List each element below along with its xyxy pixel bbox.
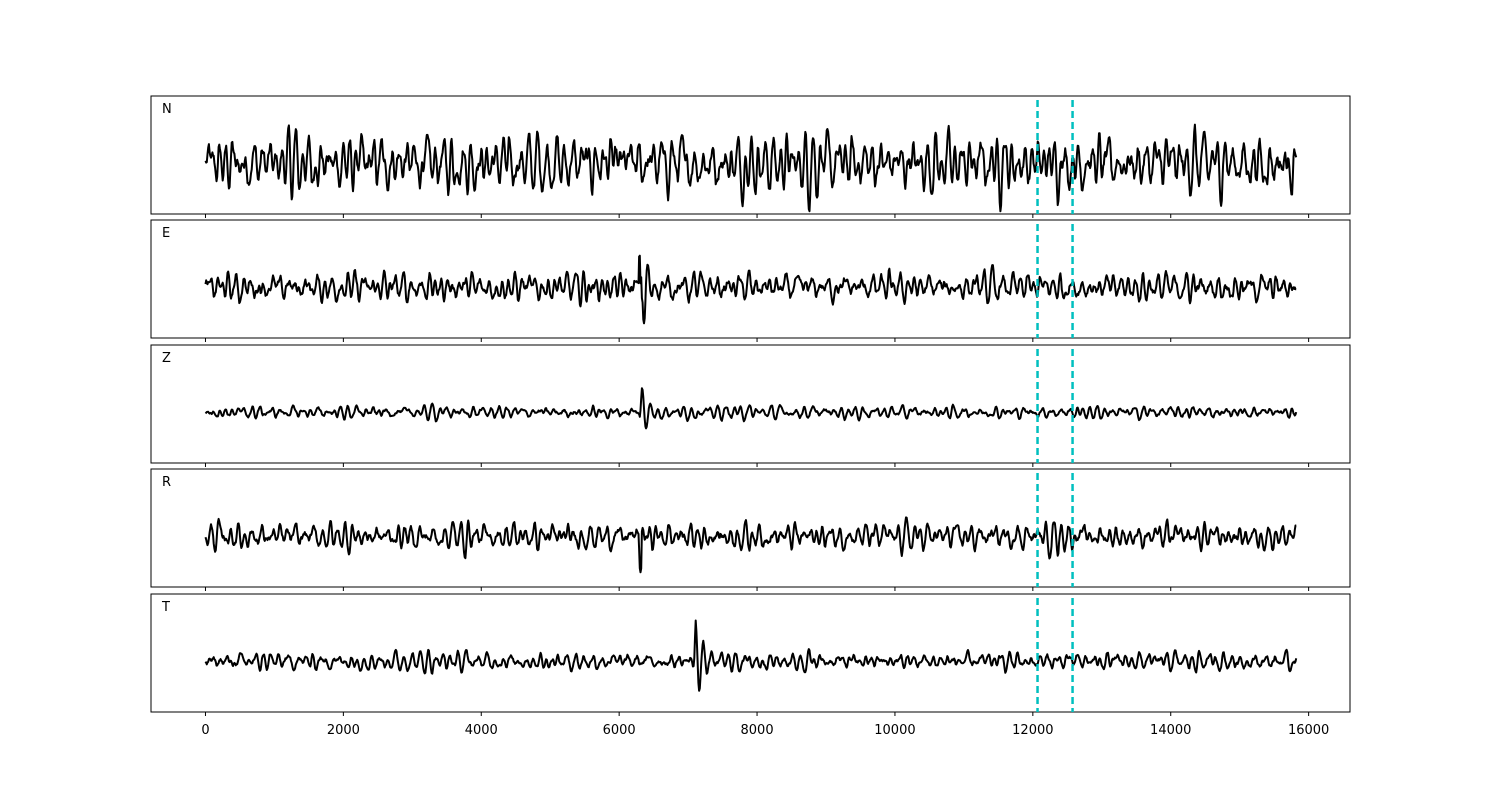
trace-r <box>204 516 1297 574</box>
panel-frame <box>150 593 1351 713</box>
panel-label: R <box>162 475 171 490</box>
panel-label: E <box>162 226 170 241</box>
x-tick-label: 0 <box>201 723 209 738</box>
panel-frame <box>150 344 1351 464</box>
x-tick-label: 6000 <box>603 723 636 738</box>
trace-e <box>204 254 1297 325</box>
trace-n <box>204 123 1298 213</box>
x-tick-label: 2000 <box>327 723 360 738</box>
panel-label: N <box>162 102 172 117</box>
panel-label: T <box>161 600 170 615</box>
x-tick-label: 14000 <box>1150 723 1191 738</box>
trace-t <box>204 619 1298 692</box>
x-tick-label: 12000 <box>1012 723 1053 738</box>
x-tick-label: 10000 <box>874 723 915 738</box>
trace-z <box>204 387 1298 430</box>
panel-z: Z <box>150 344 1351 467</box>
x-tick-label: 16000 <box>1288 723 1329 738</box>
panel-n: N <box>150 95 1351 218</box>
panel-r: R <box>150 468 1351 591</box>
panel-label: Z <box>162 351 171 366</box>
panel-t: T <box>150 593 1351 716</box>
x-tick-label: 8000 <box>741 723 774 738</box>
panel-e: E <box>150 219 1351 342</box>
x-tick-label: 4000 <box>465 723 498 738</box>
